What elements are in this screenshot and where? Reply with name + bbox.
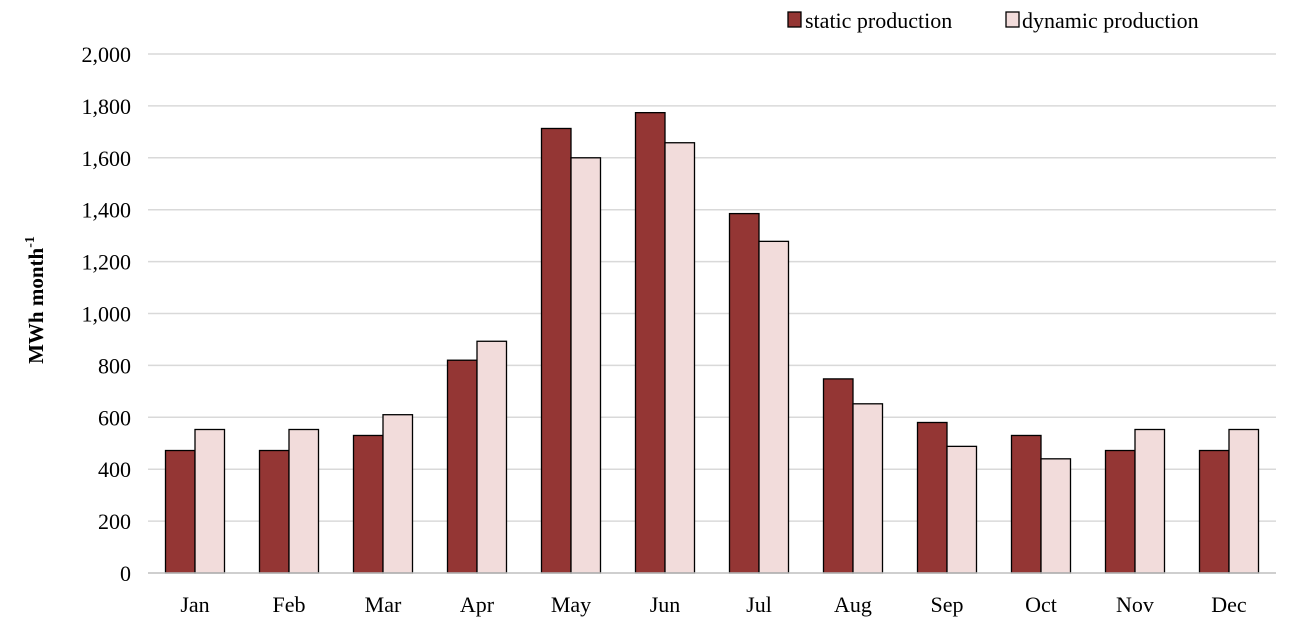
bar-dynamic-production-may — [570, 157, 602, 574]
bar-dynamic-production-dec — [1228, 428, 1260, 574]
y-tick-label: 200 — [98, 509, 131, 534]
y-tick-label: 400 — [98, 457, 131, 482]
bar-static-production-nov — [1104, 449, 1136, 574]
bars — [164, 111, 1260, 574]
legend-label-dynamic-production: dynamic production — [1022, 8, 1199, 33]
x-category-label: Aug — [834, 592, 872, 617]
x-category-label: Jun — [650, 592, 681, 617]
legend: static production dynamic production — [787, 8, 1199, 33]
bar-dynamic-production-jul — [758, 240, 790, 574]
bar-static-production-jul — [728, 212, 760, 574]
bar-static-production-apr — [446, 359, 478, 574]
y-tick-label: 1,400 — [82, 198, 132, 223]
x-axis-category-labels: Jan Feb Mar Apr May Jun Jul Aug Sep Oct Nov Dec — [180, 592, 1247, 617]
gridlines — [148, 53, 1276, 522]
bar-static-production-feb — [258, 449, 290, 574]
bar-dynamic-production-mar — [382, 414, 414, 574]
y-axis-label: MWh month-1 — [23, 236, 48, 364]
y-tick-label: 600 — [98, 405, 131, 430]
x-category-label: Jul — [746, 592, 772, 617]
x-category-label: Dec — [1211, 592, 1247, 617]
bar-static-production-sep — [916, 421, 948, 574]
bar-static-production-aug — [822, 378, 854, 574]
legend-swatch-static-production — [787, 11, 802, 28]
y-tick-label: 2,000 — [82, 42, 132, 67]
x-category-label: Sep — [931, 592, 964, 617]
y-tick-label: 0 — [120, 561, 131, 586]
bar-dynamic-production-oct — [1040, 458, 1072, 574]
legend-label-static-production: static production — [805, 8, 952, 33]
y-axis-label-superscript: -1 — [23, 236, 38, 248]
bar-dynamic-production-sep — [946, 445, 978, 574]
y-tick-label: 1,800 — [82, 94, 132, 119]
x-category-label: May — [551, 592, 591, 617]
x-category-label: Oct — [1025, 592, 1057, 617]
y-axis-label-text: MWh month — [24, 247, 48, 363]
y-tick-label: 1,600 — [82, 146, 132, 171]
bar-dynamic-production-apr — [476, 340, 508, 574]
bar-dynamic-production-nov — [1134, 428, 1166, 574]
bar-static-production-jan — [164, 449, 196, 574]
bar-dynamic-production-jun — [664, 142, 696, 574]
bar-dynamic-production-aug — [852, 403, 884, 574]
bar-dynamic-production-feb — [288, 428, 320, 574]
y-axis-tick-labels: 0 200 400 600 800 1,000 1,200 1,400 1,600 1,800 2,… — [82, 42, 132, 586]
bar-static-production-mar — [352, 434, 384, 574]
bar-static-production-dec — [1198, 449, 1230, 574]
x-category-label: Feb — [273, 592, 306, 617]
bar-dynamic-production-jan — [194, 428, 226, 574]
bar-static-production-oct — [1010, 434, 1042, 574]
x-category-label: Nov — [1116, 592, 1154, 617]
x-category-label: Jan — [180, 592, 209, 617]
bar-static-production-may — [540, 127, 572, 574]
x-category-label: Apr — [460, 592, 495, 617]
y-tick-label: 1,200 — [82, 250, 132, 275]
y-tick-label: 1,000 — [82, 302, 132, 327]
bar-static-production-jun — [634, 111, 666, 574]
x-category-label: Mar — [365, 592, 402, 617]
y-tick-label: 800 — [98, 353, 131, 378]
legend-swatch-dynamic-production — [1005, 11, 1020, 28]
